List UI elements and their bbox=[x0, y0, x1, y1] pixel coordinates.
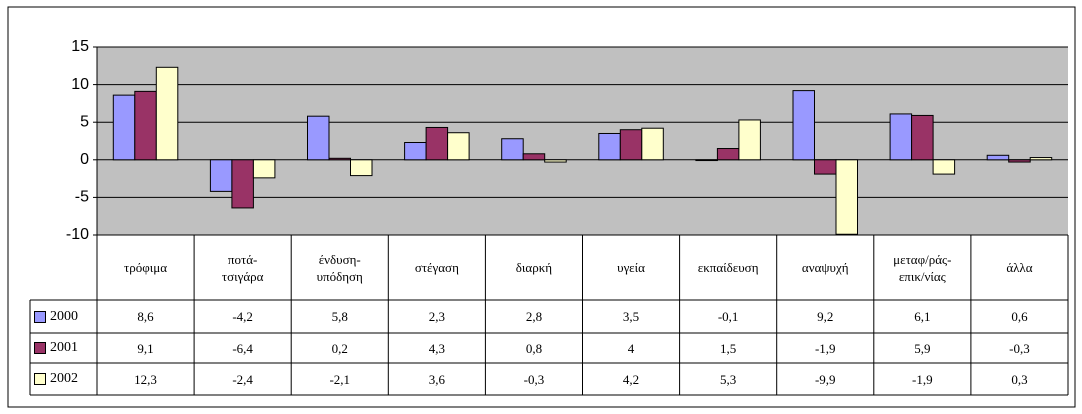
legend-key bbox=[34, 342, 46, 354]
bar bbox=[112, 94, 136, 161]
bar bbox=[350, 159, 373, 177]
bar bbox=[134, 90, 157, 161]
bar bbox=[716, 148, 740, 161]
data-label: 2,3 bbox=[428, 309, 445, 324]
data-label: -2,4 bbox=[232, 371, 253, 387]
y-tick-label: 10 bbox=[71, 76, 89, 93]
data-label: 5,9 bbox=[914, 340, 931, 356]
legend-key bbox=[34, 310, 46, 323]
legend-label: 2002 bbox=[50, 371, 78, 386]
legend-entry: 2000 bbox=[34, 300, 78, 333]
data-label: 0,2 bbox=[331, 340, 348, 356]
bar bbox=[1008, 159, 1031, 163]
bar bbox=[911, 114, 934, 161]
category-label: αναψυχή bbox=[801, 260, 849, 275]
bar bbox=[695, 159, 718, 162]
data-label: 0,6 bbox=[1011, 309, 1028, 324]
category-label: άλλα bbox=[1006, 260, 1033, 275]
y-tick-label: 0 bbox=[80, 151, 89, 168]
data-label: -1,9 bbox=[912, 371, 933, 387]
data-label: -0,1 bbox=[717, 309, 739, 324]
data-label: 1,5 bbox=[720, 340, 737, 356]
data-label: 5,8 bbox=[331, 309, 348, 324]
category-label: ποτά- τσιγάρα bbox=[221, 251, 264, 284]
data-label: 9,1 bbox=[137, 340, 154, 356]
data-label: 4,2 bbox=[622, 371, 640, 387]
y-tick-label: -5 bbox=[75, 189, 89, 206]
data-label: 3,6 bbox=[428, 371, 445, 387]
category-label: μεταφ/ράς- επικ/νίας bbox=[893, 251, 952, 284]
category-label: εκπαίδευση bbox=[697, 260, 759, 275]
legend-key bbox=[34, 373, 46, 385]
data-label: -0,3 bbox=[523, 371, 545, 387]
bar bbox=[328, 157, 351, 161]
bar bbox=[447, 132, 470, 161]
bar bbox=[598, 132, 621, 161]
bar bbox=[425, 126, 449, 161]
data-label: 6,1 bbox=[914, 309, 931, 324]
data-label: -4,2 bbox=[232, 309, 253, 324]
category-label: διαρκή bbox=[515, 260, 553, 275]
bar bbox=[404, 142, 427, 161]
data-label: 3,5 bbox=[622, 309, 640, 324]
legend-entry: 2001 bbox=[34, 333, 78, 363]
category-label: υγεία bbox=[617, 260, 645, 275]
legend-label: 2000 bbox=[50, 308, 78, 324]
bar bbox=[231, 159, 254, 209]
data-label: 0,3 bbox=[1011, 371, 1028, 387]
data-label: -6,4 bbox=[232, 340, 253, 356]
category-label: στέγαση bbox=[414, 260, 459, 275]
data-label: -1,9 bbox=[814, 340, 836, 356]
bar bbox=[835, 159, 858, 235]
bar bbox=[544, 159, 567, 163]
category-label: τρόφιμα bbox=[124, 260, 168, 275]
bar bbox=[252, 159, 276, 179]
bar bbox=[522, 153, 546, 161]
y-tick-label: -10 bbox=[66, 226, 89, 243]
legend-label: 2001 bbox=[50, 340, 78, 355]
data-label: -0,3 bbox=[1009, 340, 1030, 356]
bar bbox=[932, 159, 956, 175]
data-label: 5,3 bbox=[720, 371, 737, 387]
data-label: 2,8 bbox=[525, 309, 543, 324]
bar bbox=[307, 115, 330, 161]
data-label: 12,3 bbox=[134, 371, 157, 387]
bar bbox=[501, 138, 524, 161]
bar bbox=[1029, 157, 1053, 161]
bar bbox=[792, 90, 815, 161]
data-label: 4,3 bbox=[428, 340, 445, 356]
bar bbox=[738, 119, 761, 161]
bar bbox=[889, 113, 913, 161]
data-label: -9,9 bbox=[814, 371, 836, 387]
data-label: 9,2 bbox=[817, 309, 834, 324]
bar bbox=[209, 159, 233, 192]
data-label: 0,8 bbox=[525, 340, 543, 356]
y-tick-label: 15 bbox=[71, 38, 89, 55]
bar bbox=[619, 129, 643, 161]
y-tick-label: 5 bbox=[80, 113, 89, 130]
bar bbox=[814, 159, 837, 175]
data-label: 8,6 bbox=[137, 309, 154, 324]
legend-entry: 2002 bbox=[34, 363, 78, 395]
bar bbox=[641, 127, 664, 161]
data-label: -2,1 bbox=[329, 371, 351, 387]
bar bbox=[155, 66, 179, 161]
data-label: 4 bbox=[627, 340, 635, 356]
bar bbox=[986, 154, 1010, 161]
category-label: ένδυση- υπόδηση bbox=[316, 251, 363, 284]
